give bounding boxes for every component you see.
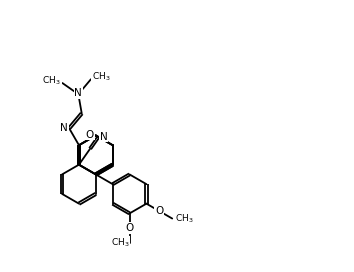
Text: CH$_3$: CH$_3$	[92, 71, 111, 84]
Text: N: N	[61, 123, 68, 133]
Text: N: N	[100, 132, 107, 141]
Text: O: O	[125, 223, 134, 233]
Text: O: O	[155, 206, 164, 216]
Text: CH$_3$: CH$_3$	[42, 75, 61, 87]
Text: N: N	[74, 88, 82, 98]
Text: CH$_3$: CH$_3$	[111, 237, 130, 249]
Text: CH$_3$: CH$_3$	[176, 212, 194, 225]
Text: O: O	[86, 130, 94, 140]
